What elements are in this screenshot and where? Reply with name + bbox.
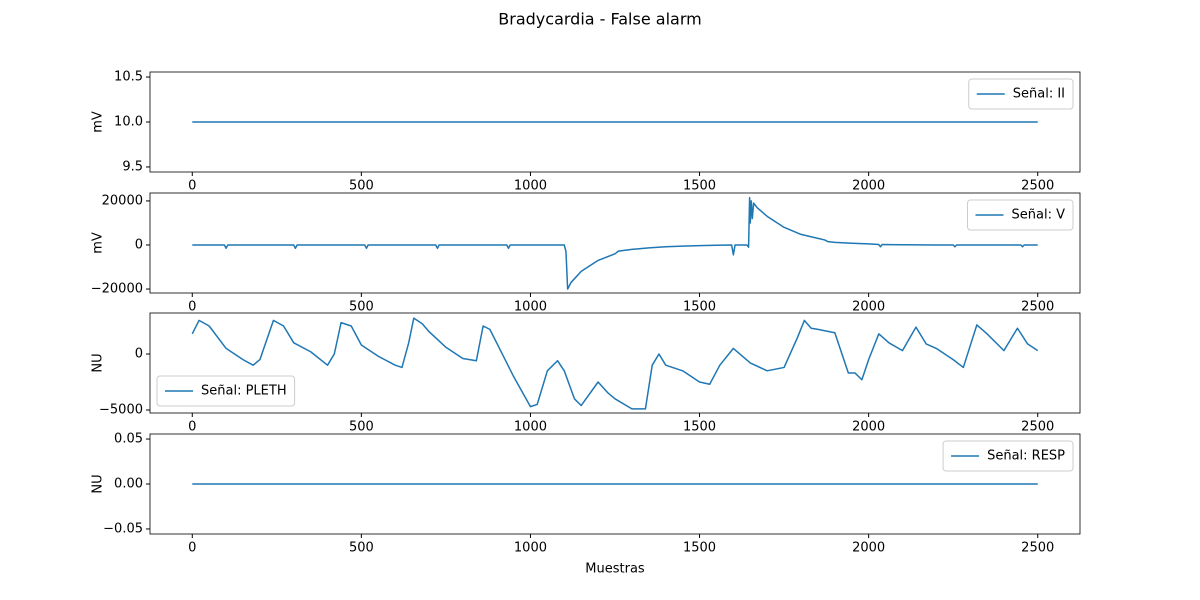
y-tick-label: 0.05	[114, 432, 143, 447]
x-tick-label: 1000	[514, 420, 547, 435]
x-tick-label: 2500	[1021, 541, 1054, 556]
legend-label: Señal: V	[1012, 208, 1066, 223]
y-tick-label: 0	[135, 237, 143, 252]
x-tick-label: 2000	[852, 179, 885, 194]
x-tick-label: 500	[349, 179, 374, 194]
y-tick-label: 10.0	[114, 115, 143, 130]
axes-frame	[149, 71, 1081, 173]
legend-box	[942, 440, 1074, 472]
axes-frame	[149, 192, 1081, 294]
legend: Señal: V	[967, 199, 1074, 231]
x-tick-label: 500	[349, 300, 374, 315]
y-tick-label: 10.5	[114, 70, 143, 85]
x-tick-label: 2000	[852, 420, 885, 435]
legend-box	[968, 78, 1074, 110]
x-tick-label: 1500	[683, 179, 716, 194]
legend-label: Señal: RESP	[987, 449, 1065, 464]
plot-area	[192, 196, 1038, 290]
figure-title: Bradycardia - False alarm	[498, 10, 701, 29]
x-tick-label: 500	[349, 420, 374, 435]
y-tick-label: −5000	[99, 402, 143, 417]
y-axis-label: mV	[91, 111, 106, 133]
y-tick-label: 0	[135, 347, 143, 362]
legend-box	[967, 199, 1074, 231]
x-tick-label: 1000	[514, 179, 547, 194]
x-tick-label: 1000	[514, 541, 547, 556]
y-tick-label: −20000	[91, 282, 143, 297]
x-tick-label: 2500	[1021, 179, 1054, 194]
y-tick-label: −0.05	[103, 521, 143, 536]
legend-box	[156, 375, 296, 407]
x-tick-label: 1000	[514, 300, 547, 315]
x-tick-label: 2500	[1021, 300, 1054, 315]
x-axis-label: Muestras	[585, 562, 645, 577]
x-tick-label: 0	[188, 420, 196, 435]
x-tick-label: 500	[349, 541, 374, 556]
y-tick-label: 20000	[102, 193, 143, 208]
x-tick-label: 0	[188, 300, 196, 315]
y-axis-label: NU	[91, 353, 106, 372]
legend: Señal: II	[968, 78, 1074, 110]
axes-frame	[149, 312, 1081, 414]
legend-label: Señal: PLETH	[201, 384, 287, 399]
legend: Señal: PLETH	[156, 375, 296, 407]
legend: Señal: RESP	[942, 440, 1074, 472]
y-tick-label: 9.5	[122, 159, 143, 174]
x-tick-label: 2500	[1021, 420, 1054, 435]
signal-line	[191, 317, 1039, 410]
legend-label: Señal: II	[1013, 87, 1065, 102]
axes-frame	[149, 433, 1081, 535]
x-tick-label: 2000	[852, 541, 885, 556]
y-tick-label: 0.00	[114, 477, 143, 492]
y-axis-label: NU	[91, 474, 106, 493]
x-tick-label: 0	[188, 179, 196, 194]
x-tick-label: 1500	[683, 541, 716, 556]
x-tick-label: 1500	[683, 420, 716, 435]
x-tick-label: 1500	[683, 300, 716, 315]
x-tick-label: 0	[188, 541, 196, 556]
y-axis-label: mV	[91, 232, 106, 254]
plot-area	[191, 317, 1039, 410]
x-tick-label: 2000	[852, 300, 885, 315]
signal-line	[192, 196, 1038, 290]
